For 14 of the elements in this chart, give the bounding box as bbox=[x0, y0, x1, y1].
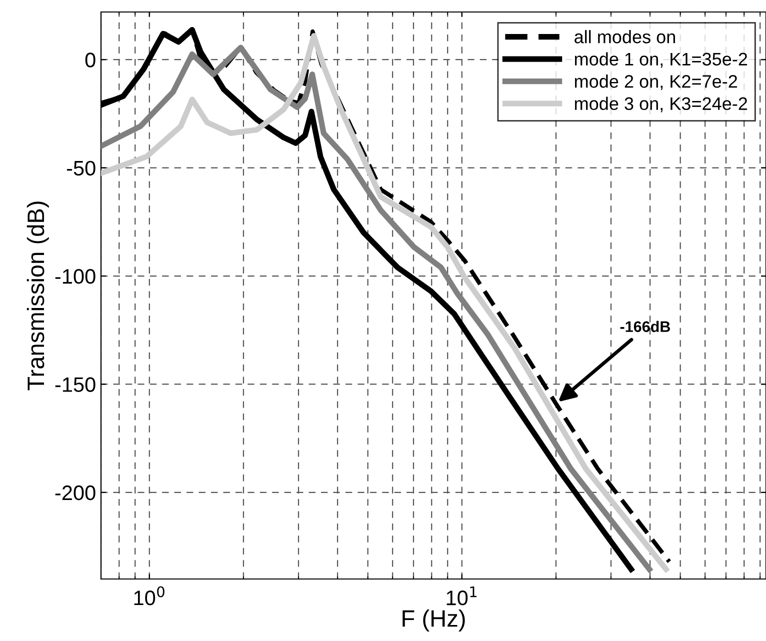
y-tick-label: 0 bbox=[85, 52, 96, 68]
legend-label: all modes on bbox=[574, 30, 675, 44]
x-tick-label: 10$^{1}$ bbox=[446, 586, 477, 606]
x-tick-label: 10$^{0}$ bbox=[134, 586, 164, 606]
y-axis-title: Transmission (dB) bbox=[26, 202, 49, 390]
legend-label: mode 2 on, K2=7e-2 bbox=[574, 74, 738, 90]
annotation: -166dB bbox=[620, 320, 670, 332]
x-axis-title: F (Hz) bbox=[402, 610, 465, 632]
y-tick-label: -100 bbox=[55, 269, 96, 284]
y-tick-label: -200 bbox=[55, 485, 96, 500]
legend-label: mode 3 on, K3=24e-2 bbox=[574, 96, 748, 112]
y-tick-label: -150 bbox=[55, 377, 96, 392]
y-tick-label: -50 bbox=[66, 160, 96, 176]
legend-label: mode 1 on, K1=35e-2 bbox=[574, 52, 748, 68]
